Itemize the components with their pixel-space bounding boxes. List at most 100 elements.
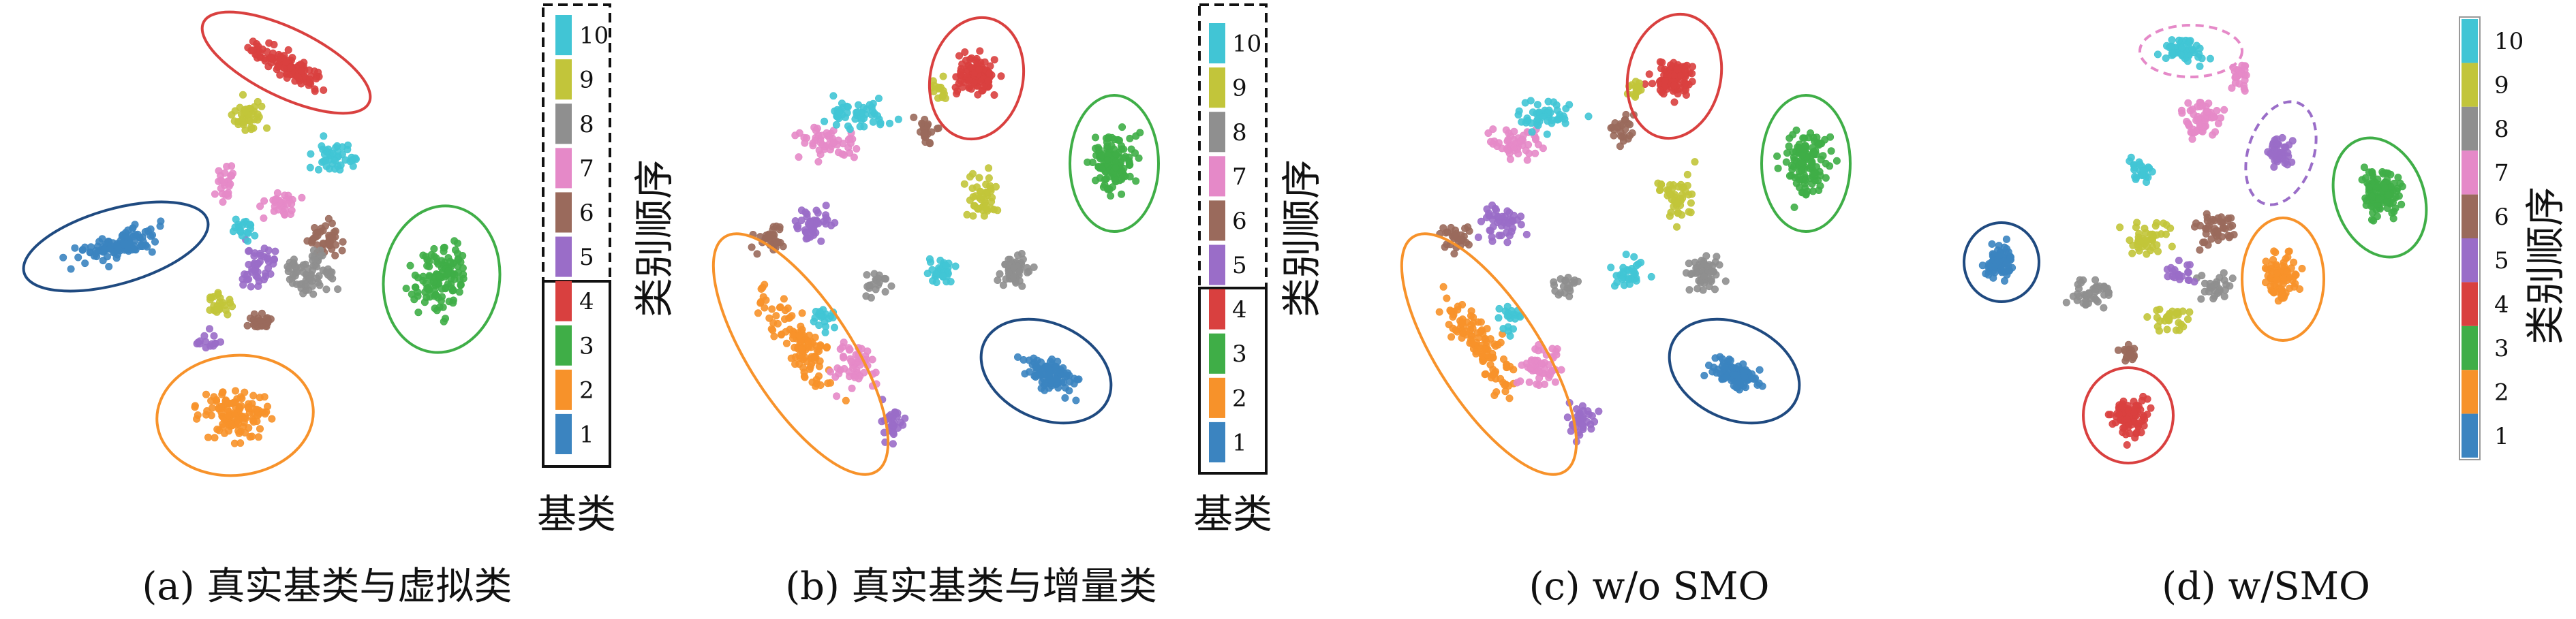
panel-b-cluster-class-10 xyxy=(923,255,960,287)
panel-b-legend-swatch-1 xyxy=(1209,422,1225,462)
panel-d-point xyxy=(2214,119,2222,127)
panel-b-point xyxy=(887,282,895,290)
panel-b-cluster-class-10 xyxy=(810,306,839,336)
panel-b-cluster-class-1 xyxy=(1014,353,1083,404)
panel-c-cluster-class-5 xyxy=(1474,201,1531,247)
panel-c-point xyxy=(1610,126,1619,134)
panel-b-point xyxy=(768,305,776,313)
panel-d-point xyxy=(2190,129,2198,137)
panel-b-point xyxy=(810,231,818,239)
panel-d-point xyxy=(2143,178,2151,186)
panel-a-point xyxy=(402,285,410,293)
panel-c-point xyxy=(1564,273,1572,281)
panel-b-point xyxy=(860,368,868,377)
panel-b-point xyxy=(965,76,973,84)
panel-b-point xyxy=(816,139,825,147)
panel-c-point xyxy=(1492,206,1501,214)
panel-a-point xyxy=(243,237,251,245)
panel-d-point xyxy=(2397,200,2406,208)
panel-d-cluster-class-4 xyxy=(2104,392,2155,449)
panel-a-point xyxy=(425,262,433,270)
panel-c-point xyxy=(1439,283,1447,291)
panel-c-point xyxy=(1656,186,1664,194)
panel-d-cluster-class-10 xyxy=(2153,36,2214,70)
panel-c-point xyxy=(1527,97,1535,105)
panel-d-point xyxy=(2201,238,2209,247)
panel-c-point xyxy=(1506,155,1514,163)
panel-c-cluster-class-10 xyxy=(1514,97,1593,138)
panel-c-point xyxy=(1553,106,1561,114)
panel-c-point xyxy=(1531,358,1539,366)
panel-c-point xyxy=(1798,151,1806,159)
panel-b-point xyxy=(794,221,802,229)
panel-d-legend-swatch-4 xyxy=(2462,282,2478,326)
panel-b-point xyxy=(1125,157,1133,165)
panel-d-point xyxy=(2196,62,2204,70)
panel-c-point xyxy=(1755,379,1763,387)
panel-b-legend-label-6: 6 xyxy=(1232,208,1247,235)
panel-a-point xyxy=(271,247,279,255)
panel-a-point xyxy=(157,217,165,225)
panel-a-point xyxy=(298,193,306,202)
panel-b-point xyxy=(1025,268,1033,276)
panel-d-point xyxy=(2273,268,2282,276)
panel-c-point xyxy=(1801,176,1809,184)
panel-b-point xyxy=(874,112,882,120)
panel-b-point xyxy=(832,121,840,129)
panel-b-point xyxy=(969,212,977,220)
panel-c-point xyxy=(1483,205,1491,213)
panel-b-point xyxy=(1072,396,1080,404)
panel-a-cluster-class-6 xyxy=(243,309,275,331)
panel-a-cluster-class-3 xyxy=(402,237,467,326)
panel-d-point xyxy=(2153,219,2161,227)
panel-d-cluster-class-9 xyxy=(2143,305,2194,335)
panel-d-point xyxy=(2196,120,2204,128)
panel-d-legend-swatch-9 xyxy=(2462,63,2478,107)
panel-c-point xyxy=(1443,294,1451,302)
panel-c-point xyxy=(1685,286,1693,294)
panel-a-point xyxy=(220,178,228,187)
panel-a-point xyxy=(444,267,453,275)
panel-d-point xyxy=(2272,139,2280,147)
panel-c-point xyxy=(1494,219,1502,227)
panel-d-point xyxy=(2161,317,2169,325)
panel-b-point xyxy=(910,113,918,121)
panel-c-point xyxy=(1816,182,1824,190)
panel-b-point xyxy=(763,234,771,242)
panel-b-point xyxy=(812,206,821,215)
panel-b-point xyxy=(1030,372,1039,380)
panel-b-point xyxy=(1019,355,1028,364)
panel-b-point xyxy=(963,210,971,219)
panel-d-point xyxy=(2171,274,2179,282)
panel-a-cluster-class-8 xyxy=(283,247,342,298)
panel-a-point xyxy=(255,113,263,121)
panel-c-cluster-class-9 xyxy=(1654,158,1699,231)
panel-c-cluster-class-1 xyxy=(1700,353,1766,394)
panel-b-legend-label-2: 2 xyxy=(1232,385,1247,412)
panel-a-point xyxy=(430,244,438,253)
panel-b-point xyxy=(826,146,834,154)
panel-b-point xyxy=(803,134,811,142)
panel-d-point xyxy=(2116,223,2124,232)
panel-a-legend-swatch-1 xyxy=(555,413,572,454)
panel-a-cluster-class-4 xyxy=(244,37,328,95)
panel-d-cluster-class-8 xyxy=(2193,269,2237,303)
panel-a-point xyxy=(204,433,212,441)
panel-b-point xyxy=(835,148,843,157)
panel-b-legend-swatch-3 xyxy=(1209,333,1225,374)
panel-c-point xyxy=(1510,144,1518,152)
panel-c-point xyxy=(1450,250,1458,258)
panel-b-point xyxy=(806,363,814,371)
panel-a-point xyxy=(237,402,245,410)
panel-c-point xyxy=(1705,361,1713,369)
panel-b-legend-swatch-4 xyxy=(1209,289,1225,330)
panel-d-point xyxy=(2172,326,2180,334)
panel-b-cluster-class-10 xyxy=(821,92,902,133)
panel-a-legend-label-3: 3 xyxy=(579,332,594,360)
panel-d-legend-label-8: 8 xyxy=(2494,116,2509,143)
panel-d-point xyxy=(2002,235,2010,243)
panel-d-point xyxy=(2117,402,2126,410)
panel-b-point xyxy=(956,71,964,79)
panel-b-point xyxy=(795,332,803,340)
